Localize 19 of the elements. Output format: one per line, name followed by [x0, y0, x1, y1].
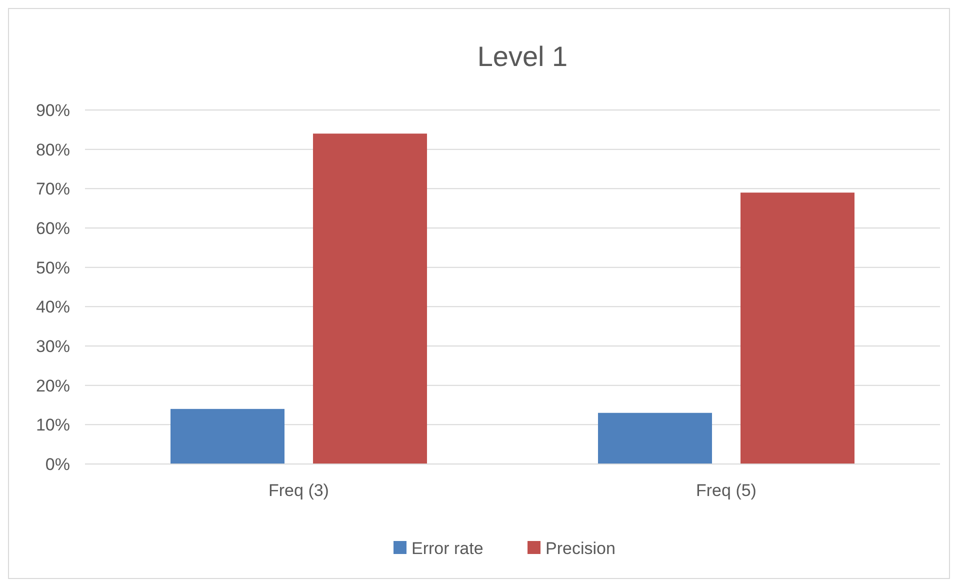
bar	[740, 192, 854, 464]
y-tick-label: 10%	[36, 416, 70, 435]
y-tick-label: 80%	[36, 140, 70, 160]
y-tick-label: 50%	[36, 258, 70, 278]
legend-label: Precision	[546, 538, 616, 558]
bar	[598, 412, 712, 464]
x-tick-label: Freq (3)	[268, 481, 329, 500]
y-tick-label: 0%	[45, 454, 70, 474]
x-tick-label: Freq (5)	[696, 481, 756, 500]
y-tick-label: 20%	[36, 376, 70, 396]
y-tick-label: 30%	[36, 336, 70, 356]
y-tick-label: 70%	[36, 180, 70, 199]
legend-label: Error rate	[412, 538, 484, 558]
y-tick-label: 60%	[36, 218, 70, 238]
y-tick-label: 40%	[36, 298, 70, 317]
bar	[170, 408, 284, 464]
y-tick-label: 90%	[36, 100, 70, 120]
bar	[313, 134, 427, 464]
chart-title: Level 1	[477, 41, 568, 72]
